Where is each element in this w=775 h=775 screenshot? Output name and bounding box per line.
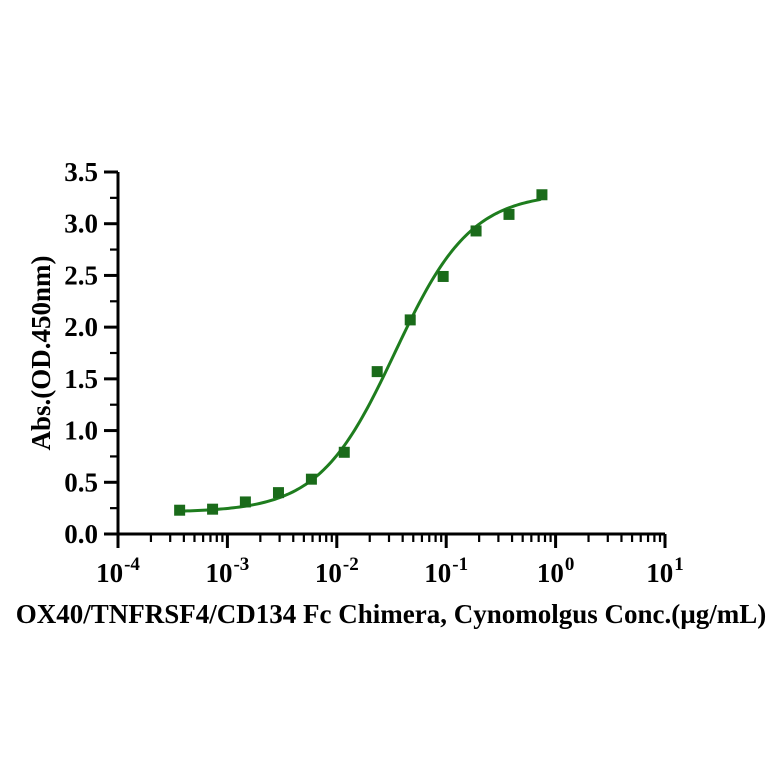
y-tick-label: 2.0 <box>64 312 98 342</box>
data-point-marker <box>503 208 515 220</box>
data-point-marker <box>404 314 416 326</box>
x-tick-label: 10-2 <box>315 554 359 588</box>
y-tick-label: 3.5 <box>64 157 98 187</box>
data-point-marker <box>207 503 219 515</box>
data-point-marker <box>437 270 449 282</box>
data-point-marker <box>338 446 350 458</box>
data-point-marker <box>371 366 383 378</box>
x-tick-label: 10-3 <box>205 554 249 588</box>
y-tick-label: 2.5 <box>64 260 98 290</box>
axis-tick-labels: 0.0 0.5 1.0 1.5 2.0 2.5 3.0 3.5 10-4 10-3 10-2 10-1… <box>64 157 684 588</box>
x-axis-title: OX40/TNFRSF4/CD134 Fc Chimera, Cynomolgu… <box>16 599 767 629</box>
x-tick-label: 101 <box>646 554 684 588</box>
data-point-marker <box>272 487 284 499</box>
axes <box>116 172 665 536</box>
fit-curve <box>178 198 542 513</box>
x-tick-label: 10-4 <box>96 554 140 588</box>
data-point-marker <box>174 504 186 516</box>
data-point-marker <box>305 473 317 485</box>
x-tick-label: 100 <box>537 554 575 588</box>
x-tick-label: 10-1 <box>424 554 468 588</box>
y-axis-title: Abs.(OD.450nm) <box>26 255 56 450</box>
y-tick-label: 0.0 <box>64 519 98 549</box>
y-tick-label: 1.0 <box>64 416 98 446</box>
y-tick-label: 0.5 <box>64 467 98 497</box>
data-point-marker <box>470 225 482 237</box>
y-tick-label: 3.0 <box>64 209 98 239</box>
y-tick-label: 1.5 <box>64 364 98 394</box>
data-point-marker <box>239 496 251 508</box>
data-series <box>174 189 548 516</box>
data-point-marker <box>536 189 548 201</box>
axis-ticks <box>104 170 667 548</box>
